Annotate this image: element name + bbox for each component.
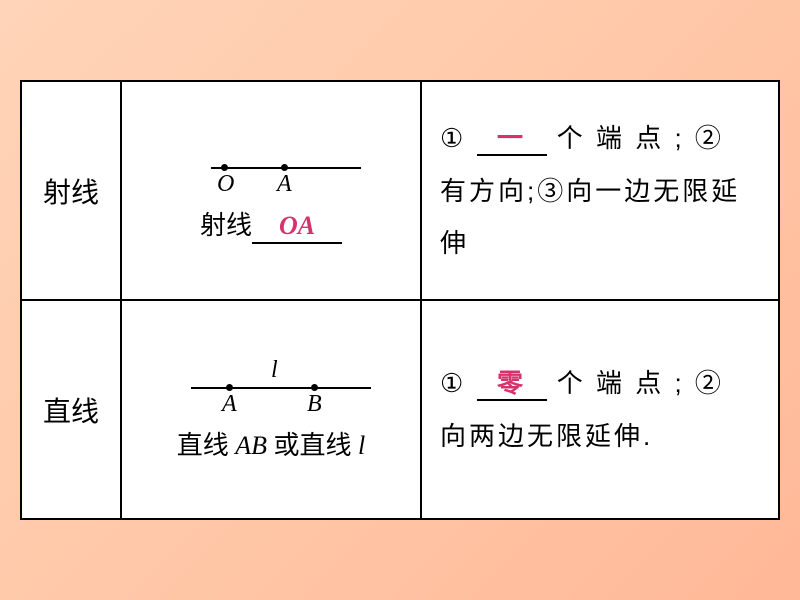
ray-caption: 射线 OA [200,205,342,243]
label-text: 直线 [43,390,99,430]
cap-i1: AB [235,431,267,460]
line-line [191,387,371,389]
cap-p2: 或直线 [267,431,358,460]
point-B [311,384,318,391]
row-label-ray: 射线 [22,82,122,299]
point-A2-label: A [222,391,237,418]
desc-text: ① 一 个 端 点 ; ② 有方向;③向一边无限延伸 [440,112,760,269]
caption-prefix: 射线 [200,211,252,240]
line-diagram: l A B [171,357,371,417]
line-caption: 直线 AB 或直线 l [177,425,366,462]
point-B-label: B [307,391,322,418]
ray-diagram: O A [171,137,371,197]
diagram-cell-line: l A B 直线 AB 或直线 l [122,301,422,518]
point-A-label: A [277,171,292,198]
row-label-line: 直线 [22,301,122,518]
blank-endpoint-count-2: 零 [477,368,547,401]
cap-i2: l [358,431,365,460]
table-row: 直线 l A B 直线 AB 或直线 l ① 零 个 端 点 ; ② 向两边无限… [22,301,778,518]
blank-value: OA [279,211,315,240]
line-top-label: l [271,357,278,384]
desc-cell-ray: ① 一 个 端 点 ; ② 有方向;③向一边无限延伸 [422,82,778,299]
label-text: 射线 [43,171,99,211]
point-A2 [226,384,233,391]
table: 射线 O A 射线OA ① 一 个 端 点 ; ② 有方向;③向一边无限延伸 [20,80,780,520]
point-A [281,164,288,171]
cap-p1: 直线 [177,431,236,460]
point-O-label: O [217,171,234,198]
blank-endpoint-count: 一 [477,123,547,156]
point-O [221,164,228,171]
num-1b: ① [440,369,466,398]
desc-text: ① 零 个 端 点 ; ② 向两边无限延伸. [440,357,760,462]
desc-cell-line: ① 零 个 端 点 ; ② 向两边无限延伸. [422,301,778,518]
blank-ray-name: OA [252,210,342,243]
num-1: ① [440,124,466,153]
table-row: 射线 O A 射线OA ① 一 个 端 点 ; ② 有方向;③向一边无限延伸 [22,82,778,301]
diagram-cell-ray: O A 射线OA [122,82,422,299]
